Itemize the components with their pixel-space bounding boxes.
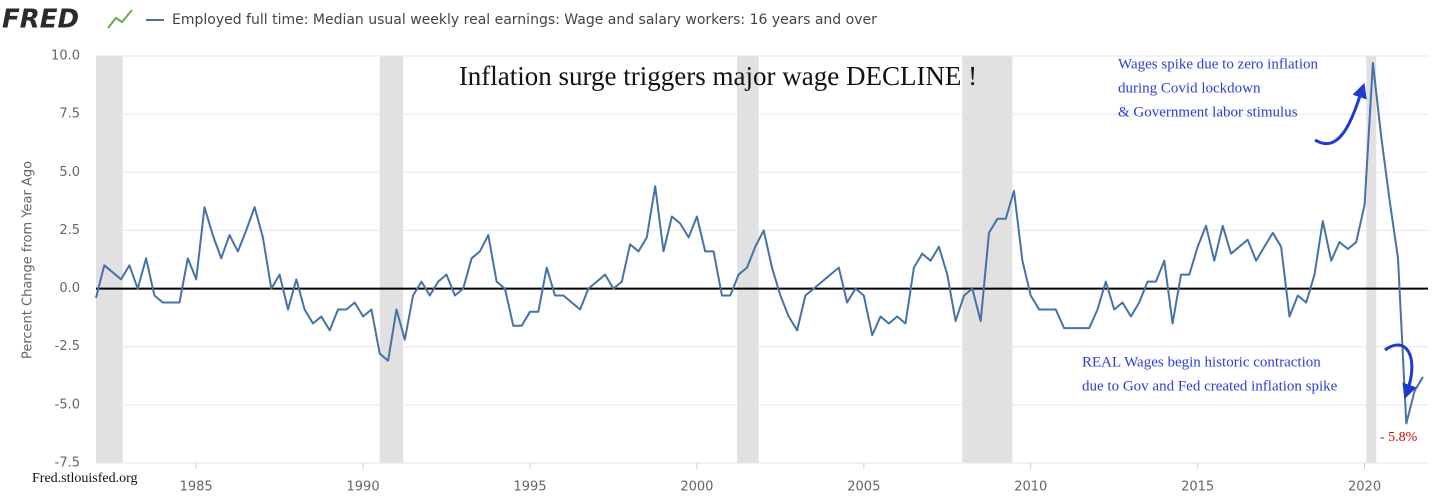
y-tick-label: -7.5 (55, 456, 80, 471)
x-tick-label: 2020 (1348, 480, 1381, 495)
x-tick-label: 1990 (347, 480, 380, 495)
source: Fred.stlouisfed.org (32, 471, 138, 486)
y-tick-label: 7.5 (59, 107, 80, 122)
x-tick-label: 2005 (847, 480, 880, 495)
arrow (1314, 82, 1367, 145)
annotation: REAL Wages begin historic contraction (1082, 354, 1321, 370)
y-tick-label: 5.0 (59, 165, 80, 180)
logo-icon (107, 9, 133, 29)
recession-band (1366, 56, 1377, 463)
x-tick-label: 2010 (1014, 480, 1047, 495)
recession-band (96, 56, 123, 463)
y-tick-label: -5.0 (55, 397, 80, 412)
x-tick-label: 2015 (1181, 480, 1214, 495)
y-tick-label: 2.5 (59, 223, 80, 238)
recession-band (736, 56, 759, 463)
logo: FRED (2, 5, 79, 35)
recession-band (379, 56, 404, 463)
plot-area: 10.0 7.5 5.0 2.5 0.0 -2.5 -5.0 -7.5 1985 1990 1995… (51, 49, 1428, 495)
annotation: - 5.8% (1380, 430, 1418, 445)
source-bg (28, 468, 136, 490)
x-tick-label: 2000 (680, 480, 713, 495)
x-tick-label: 1995 (513, 480, 546, 495)
x-tick-label: 1985 (180, 480, 213, 495)
arrow (1384, 343, 1417, 400)
annotation: during Covid lockdown (1118, 80, 1261, 96)
y-tick-label: -2.5 (55, 339, 80, 354)
y-axis-label: Percent Change from Year Ago (21, 161, 36, 359)
y-tick-label: 10.0 (51, 49, 80, 64)
y-tick-label: 0.0 (59, 281, 80, 296)
annotation: due to Gov and Fed created inflation spi… (1082, 378, 1338, 394)
annotation: Wages spike due to zero inflation (1118, 56, 1318, 72)
legend-label: Employed full time: Median usual weekly … (172, 12, 877, 28)
series-line (95, 62, 1424, 425)
annotation-title: Inflation surge triggers major wage DECL… (459, 61, 977, 91)
annotation: & Government labor stimulus (1118, 104, 1298, 120)
